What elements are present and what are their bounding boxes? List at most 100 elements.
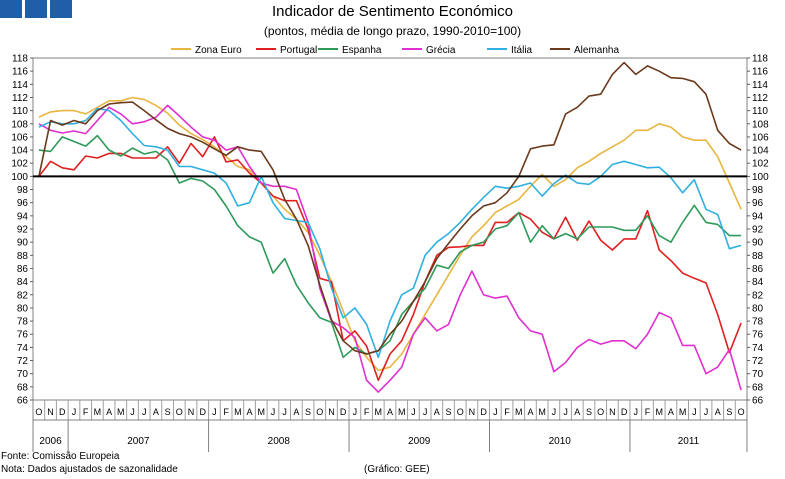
x-tick-label-year: 2008 bbox=[268, 436, 291, 447]
x-tick-label-month: N bbox=[469, 407, 476, 417]
chart-title: Indicador de Sentimento Económico bbox=[272, 3, 513, 20]
chart-subtitle: (pontos, média de longo prazo, 1990-2010… bbox=[263, 24, 522, 38]
x-tick-label-month: M bbox=[398, 407, 406, 417]
legend-label: Itália bbox=[511, 45, 533, 56]
y-tick-label-right: 108 bbox=[752, 119, 769, 130]
y-tick-label-left: 94 bbox=[17, 211, 29, 222]
series-line-zona-euro bbox=[38, 96, 742, 372]
x-tick-label-month: J bbox=[692, 407, 697, 417]
y-tick-label-left: 118 bbox=[12, 54, 28, 65]
y-tick-label-left: 104 bbox=[11, 146, 28, 157]
x-tick-label-month: J bbox=[353, 407, 358, 417]
y-tick-label-right: 76 bbox=[752, 330, 764, 341]
x-tick-label-month: A bbox=[574, 407, 580, 417]
y-tick-label-right: 66 bbox=[752, 396, 764, 407]
x-tick-label-month: O bbox=[457, 407, 464, 417]
x-tick-label-month: A bbox=[715, 407, 721, 417]
y-tick-label-left: 74 bbox=[17, 343, 29, 354]
y-tick-label-right: 68 bbox=[752, 382, 764, 393]
x-tick-label-month: M bbox=[679, 407, 687, 417]
x-tick-label-month: S bbox=[305, 407, 311, 417]
x-tick-label-month: M bbox=[538, 407, 546, 417]
x-tick-label-month: M bbox=[234, 407, 242, 417]
y-tick-label-right: 110 bbox=[752, 106, 768, 117]
footer-credit: (Gráfico: GEE) bbox=[364, 464, 430, 475]
x-tick-label-month: A bbox=[527, 407, 533, 417]
x-tick-label-month: F bbox=[223, 407, 229, 417]
x-tick-label-month: F bbox=[645, 407, 651, 417]
x-tick-label-month: J bbox=[271, 407, 276, 417]
x-tick-label-year: 2010 bbox=[549, 436, 572, 447]
x-tick-label-month: D bbox=[199, 407, 206, 417]
x-tick-label-year: 2011 bbox=[678, 436, 700, 447]
y-tick-label-right: 78 bbox=[752, 317, 764, 328]
x-tick-label-month: J bbox=[142, 407, 147, 417]
x-tick-label-month: O bbox=[597, 407, 604, 417]
x-tick-label-month: M bbox=[375, 407, 383, 417]
series-line-gr-cia bbox=[38, 104, 742, 393]
series-line-espanha bbox=[38, 134, 742, 359]
x-tick-label-month: S bbox=[726, 407, 732, 417]
x-tick-label-month: F bbox=[83, 407, 89, 417]
x-tick-label-month: N bbox=[609, 407, 616, 417]
x-tick-label-month: J bbox=[634, 407, 639, 417]
y-tick-label-left: 96 bbox=[17, 198, 29, 209]
y-tick-label-right: 72 bbox=[752, 356, 764, 367]
y-tick-label-left: 86 bbox=[17, 264, 29, 275]
y-tick-label-right: 82 bbox=[752, 290, 764, 301]
x-tick-label-month: J bbox=[563, 407, 568, 417]
x-tick-label-month: J bbox=[704, 407, 709, 417]
x-tick-label-month: J bbox=[130, 407, 135, 417]
x-tick-label-month: A bbox=[668, 407, 674, 417]
logo-block bbox=[25, 0, 47, 18]
y-tick-label-right: 100 bbox=[752, 172, 769, 183]
y-tick-label-right: 106 bbox=[752, 132, 769, 143]
footer-source: Fonte: Comissão Europeia bbox=[1, 451, 120, 462]
y-tick-label-right: 80 bbox=[752, 303, 764, 314]
y-tick-label-right: 86 bbox=[752, 264, 764, 275]
series-line-alemanha bbox=[38, 61, 742, 355]
y-tick-label-right: 88 bbox=[752, 251, 764, 262]
y-tick-label-left: 102 bbox=[11, 159, 28, 170]
x-tick-label-month: O bbox=[35, 407, 42, 417]
x-tick-label-month: M bbox=[257, 407, 265, 417]
x-tick-label-month: A bbox=[247, 407, 253, 417]
logo-block bbox=[0, 0, 22, 18]
y-tick-label-left: 108 bbox=[11, 119, 28, 130]
x-tick-label-month: N bbox=[328, 407, 335, 417]
legend-label: Espanha bbox=[342, 45, 382, 56]
y-tick-label-right: 114 bbox=[752, 80, 768, 91]
series-line-portugal bbox=[38, 136, 742, 382]
y-tick-label-left: 80 bbox=[17, 303, 29, 314]
y-tick-label-right: 92 bbox=[752, 225, 764, 236]
x-tick-label-month: A bbox=[434, 407, 440, 417]
x-tick-label-month: M bbox=[117, 407, 125, 417]
y-tick-label-left: 98 bbox=[17, 185, 29, 196]
footer-note: Nota: Dados ajustados de sazonalidade bbox=[1, 464, 178, 475]
x-tick-label-month: M bbox=[94, 407, 102, 417]
legend-label: Alemanha bbox=[574, 45, 619, 56]
legend-label: Grécia bbox=[426, 45, 456, 56]
y-tick-label-left: 82 bbox=[17, 290, 29, 301]
y-tick-label-left: 76 bbox=[17, 330, 29, 341]
x-tick-label-month: S bbox=[165, 407, 171, 417]
x-tick-label-month: J bbox=[552, 407, 557, 417]
x-tick-label-month: J bbox=[282, 407, 287, 417]
y-tick-label-left: 72 bbox=[17, 356, 29, 367]
y-tick-label-left: 84 bbox=[17, 277, 29, 288]
y-tick-label-left: 116 bbox=[12, 67, 28, 78]
y-tick-label-right: 74 bbox=[752, 343, 764, 354]
y-tick-label-right: 112 bbox=[752, 93, 768, 104]
y-tick-label-right: 90 bbox=[752, 238, 764, 249]
x-tick-label-month: O bbox=[738, 407, 745, 417]
x-tick-label-month: M bbox=[515, 407, 523, 417]
x-tick-label-month: O bbox=[176, 407, 183, 417]
y-tick-label-left: 90 bbox=[17, 238, 29, 249]
x-tick-label-month: D bbox=[340, 407, 347, 417]
x-tick-label-month: J bbox=[212, 407, 217, 417]
y-tick-label-left: 66 bbox=[17, 396, 29, 407]
legend-label: Portugal bbox=[280, 45, 317, 56]
series-line-it-lia bbox=[38, 107, 742, 359]
x-tick-label-year: 2006 bbox=[39, 436, 62, 447]
